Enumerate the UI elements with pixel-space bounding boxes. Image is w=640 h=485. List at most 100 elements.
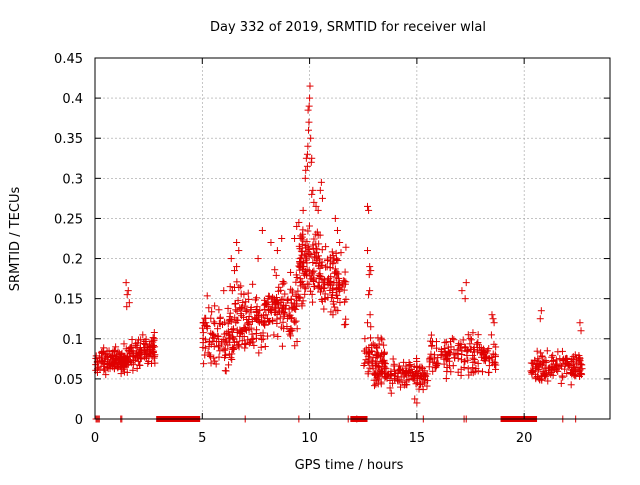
data-point <box>570 371 578 379</box>
data-point <box>274 332 282 340</box>
data-point <box>214 325 222 333</box>
data-point <box>308 190 316 198</box>
data-point <box>324 281 332 289</box>
x-tick-label: 20 <box>516 431 533 446</box>
data-point <box>428 341 436 349</box>
data-point <box>577 360 585 368</box>
data-point <box>117 370 125 378</box>
data-point <box>374 370 382 378</box>
data-point <box>136 344 144 352</box>
data-point <box>542 359 550 367</box>
data-point <box>237 327 245 335</box>
data-point <box>239 298 247 306</box>
data-point <box>319 285 327 293</box>
data-point <box>307 251 315 259</box>
data-point <box>370 376 378 384</box>
data-point <box>283 296 291 304</box>
data-point <box>231 300 239 308</box>
y-axis-label: SRMTID / TECUs <box>8 187 23 292</box>
data-point <box>395 377 403 385</box>
data-point <box>322 243 330 251</box>
data-point <box>342 295 350 303</box>
data-point <box>367 267 375 275</box>
data-point <box>527 359 535 367</box>
data-point <box>101 365 109 373</box>
data-point <box>492 343 500 351</box>
data-point <box>578 371 586 379</box>
data-point <box>365 206 373 214</box>
data-point <box>128 347 136 355</box>
data-point <box>205 342 213 350</box>
data-point <box>375 375 383 383</box>
y-tick-label: 0.4 <box>62 92 83 107</box>
data-point <box>308 154 316 162</box>
data-point <box>301 174 309 182</box>
data-point <box>233 316 241 324</box>
data-point <box>235 247 243 255</box>
data-point <box>300 271 308 279</box>
data-point <box>459 336 467 344</box>
data-point <box>309 241 317 249</box>
data-point <box>342 243 350 251</box>
data-point <box>221 367 229 375</box>
data-point <box>426 337 434 345</box>
data-point <box>552 366 560 374</box>
data-point <box>112 343 120 351</box>
data-point <box>259 335 267 343</box>
data-point <box>377 334 385 342</box>
data-point <box>490 358 498 366</box>
data-point <box>264 332 272 340</box>
data-point <box>492 361 500 369</box>
data-point <box>105 347 113 355</box>
data-point <box>317 178 325 186</box>
data-point <box>132 341 140 349</box>
data-point <box>273 293 281 301</box>
data-point <box>291 235 299 242</box>
data-point <box>471 368 479 376</box>
data-point <box>253 307 261 315</box>
data-point <box>258 226 266 234</box>
data-point <box>405 366 413 374</box>
data-point <box>532 375 540 383</box>
data-point <box>287 295 295 303</box>
data-point <box>467 336 475 344</box>
x-tick-label: 0 <box>91 431 99 446</box>
data-point <box>300 259 308 267</box>
data-point <box>206 353 214 361</box>
data-point <box>276 314 284 322</box>
data-point <box>299 258 307 266</box>
data-point <box>208 308 216 316</box>
data-point <box>293 325 301 333</box>
data-point <box>233 326 241 334</box>
data-point <box>310 235 318 243</box>
data-point <box>457 365 465 373</box>
data-point <box>301 290 309 298</box>
data-point <box>122 279 130 287</box>
data-point <box>291 342 299 350</box>
data-point <box>488 311 496 319</box>
data-point <box>247 303 255 311</box>
data-point <box>420 376 428 384</box>
data-point <box>366 287 374 295</box>
data-point <box>321 295 329 303</box>
data-point <box>320 284 328 292</box>
data-point <box>553 360 561 368</box>
data-point <box>205 304 213 312</box>
data-point <box>243 306 251 314</box>
data-point <box>305 267 313 275</box>
data-point <box>280 279 288 287</box>
data-point <box>293 273 301 281</box>
data-point <box>305 118 313 126</box>
data-point <box>411 395 419 403</box>
data-point <box>240 333 248 341</box>
data-point <box>442 338 450 346</box>
data-point <box>419 386 427 394</box>
data-point <box>303 238 311 246</box>
data-point <box>226 283 234 291</box>
data-point <box>296 263 304 271</box>
data-point <box>432 363 440 371</box>
data-point <box>485 369 493 377</box>
data-point <box>279 277 287 285</box>
data-point <box>317 288 325 296</box>
data-point <box>360 361 368 369</box>
